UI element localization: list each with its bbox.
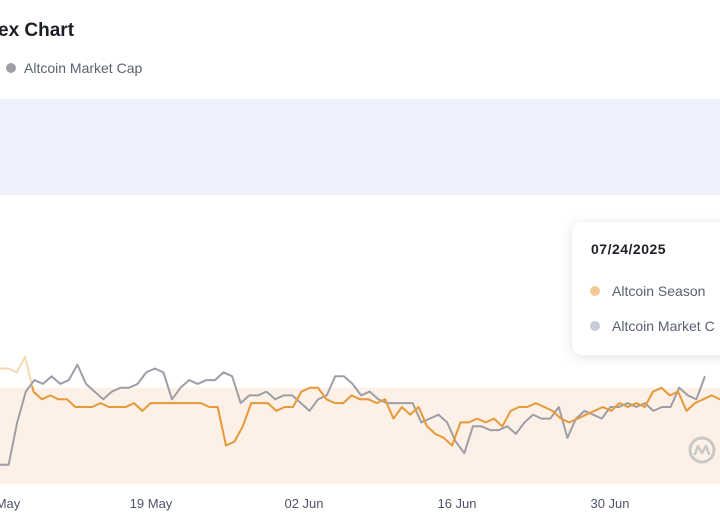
x-tick-label: May [0,496,21,511]
x-tick-label: 30 Jun [590,496,629,511]
coinmarketcap-logo-icon [686,434,718,466]
x-tick-label: 16 Jun [437,496,476,511]
x-tick-label: 02 Jun [284,496,323,511]
chart-tooltip: 07/24/2025 Altcoin Season Altcoin Market… [572,222,720,355]
tooltip-date: 07/24/2025 [591,241,667,257]
legend-dot [6,63,16,73]
tooltip-dot [590,286,600,296]
tooltip-row-altcoin-season: Altcoin Season [590,283,705,299]
chart-title: ex Chart [0,20,75,41]
series-line-altcoin-market-cap [0,363,706,466]
chart-legend: Altcoin Market Cap [6,60,142,76]
tooltip-label: Altcoin Season [612,283,706,299]
tooltip-row-altcoin-market-cap: Altcoin Market C [590,318,715,334]
x-tick-label: 19 May [130,496,173,511]
series-line-altcoin-season [31,385,720,447]
bitcoin-season-band [0,387,720,484]
tooltip-label: Altcoin Market C [612,318,715,334]
legend-label: Altcoin Market Cap [24,60,143,76]
altcoin-season-band [0,99,720,196]
tooltip-dot [590,321,600,331]
